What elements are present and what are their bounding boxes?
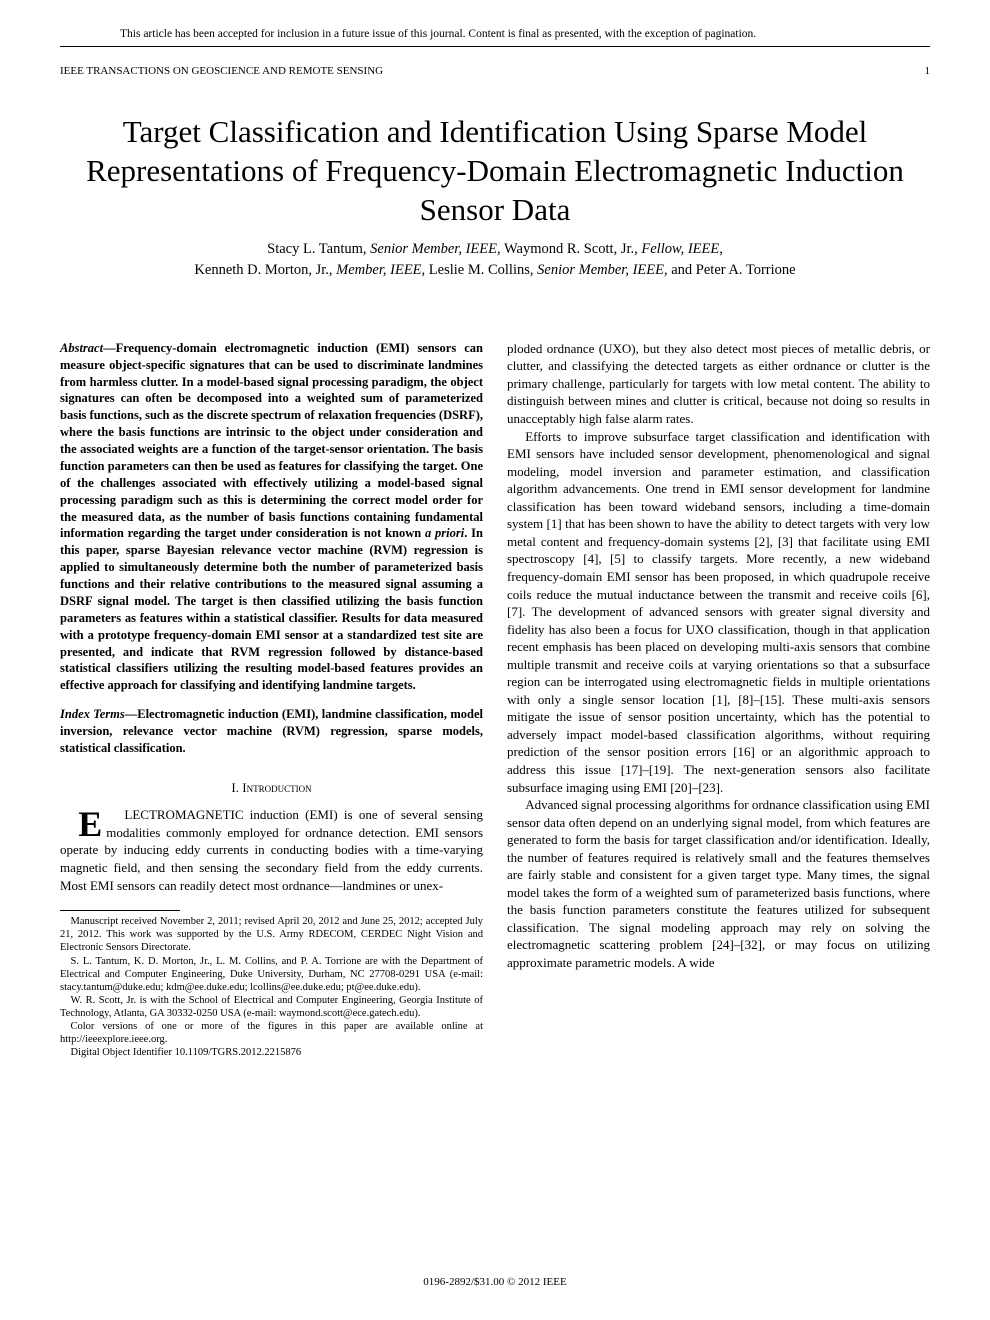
footnote-affiliation-gatech: W. R. Scott, Jr. is with the School of E… bbox=[60, 994, 483, 1020]
copyright-line: 0196-2892/$31.00 © 2012 IEEE bbox=[0, 1276, 990, 1288]
journal-name: IEEE TRANSACTIONS ON GEOSCIENCE AND REMO… bbox=[60, 65, 383, 77]
index-terms: Index Terms—Electromagnetic induction (E… bbox=[60, 706, 483, 757]
author-text: Stacy L. Tantum, bbox=[267, 241, 370, 257]
index-terms-label: Index Terms bbox=[60, 707, 125, 721]
membership: Senior Member, IEEE bbox=[370, 241, 497, 257]
abstract-dash: — bbox=[103, 341, 116, 355]
left-column: Abstract—Frequency-domain electromagneti… bbox=[60, 340, 483, 1060]
author-text: , and Peter A. Torrione bbox=[664, 262, 796, 278]
section-1-heading: I. Introduction bbox=[60, 779, 483, 797]
two-column-body: Abstract—Frequency-domain electromagneti… bbox=[60, 340, 930, 1060]
abstract-body: . In this paper, sparse Bayesian relevan… bbox=[60, 526, 483, 692]
right-column: ploded ordnance (UXO), but they also det… bbox=[507, 340, 930, 1060]
author-text: , Leslie M. Collins, bbox=[422, 262, 538, 278]
body-paragraph: Efforts to improve subsurface target cla… bbox=[507, 428, 930, 796]
footnotes: Manuscript received November 2, 2011; re… bbox=[60, 915, 483, 1059]
body-paragraph: ploded ordnance (UXO), but they also det… bbox=[507, 340, 930, 428]
footnote-manuscript: Manuscript received November 2, 2011; re… bbox=[60, 915, 483, 954]
acceptance-disclaimer: This article has been accepted for inclu… bbox=[60, 28, 930, 40]
abstract: Abstract—Frequency-domain electromagneti… bbox=[60, 340, 483, 694]
author-text: Kenneth D. Morton, Jr., bbox=[194, 262, 336, 278]
page-number: 1 bbox=[925, 65, 931, 77]
footnote-doi: Digital Object Identifier 10.1109/TGRS.2… bbox=[60, 1046, 483, 1059]
membership: Fellow, IEEE bbox=[641, 241, 719, 257]
body-paragraph: Advanced signal processing algorithms fo… bbox=[507, 796, 930, 971]
intro-paragraph: ELECTROMAGNETIC induction (EMI) is one o… bbox=[60, 806, 483, 894]
author-text: , Waymond R. Scott, Jr., bbox=[497, 241, 641, 257]
membership: Member, IEEE bbox=[336, 262, 421, 278]
a-priori: a priori bbox=[425, 526, 464, 540]
footnote-color-versions: Color versions of one or more of the fig… bbox=[60, 1020, 483, 1046]
author-text: , bbox=[719, 241, 723, 257]
abstract-label: Abstract bbox=[60, 341, 103, 355]
header-rule bbox=[60, 46, 930, 47]
author-block: Stacy L. Tantum, Senior Member, IEEE, Wa… bbox=[60, 239, 930, 280]
article-title: Target Classification and Identification… bbox=[60, 113, 930, 229]
footnote-affiliation-duke: S. L. Tantum, K. D. Morton, Jr., L. M. C… bbox=[60, 955, 483, 994]
index-terms-dash: — bbox=[125, 707, 138, 721]
footnote-rule bbox=[60, 910, 180, 911]
membership: Senior Member, IEEE bbox=[537, 262, 664, 278]
abstract-body: Frequency-domain electromagnetic inducti… bbox=[60, 341, 483, 541]
running-head: IEEE TRANSACTIONS ON GEOSCIENCE AND REMO… bbox=[60, 65, 930, 77]
